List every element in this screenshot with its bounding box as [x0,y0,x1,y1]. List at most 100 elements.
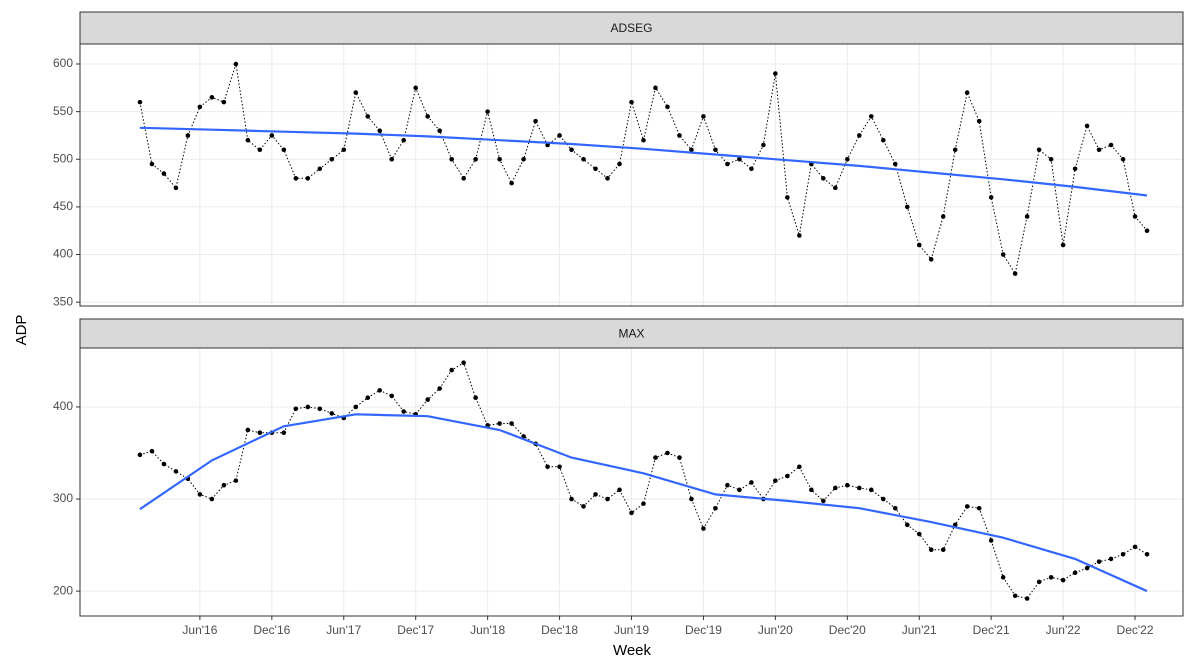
data-point [988,195,994,200]
data-point [317,166,323,172]
data-point [389,393,395,399]
data-point [449,156,454,162]
data-point [257,430,263,436]
data-point [365,395,371,401]
data-point [497,421,502,426]
data-point [305,176,311,181]
data-point [701,526,706,531]
data-point [461,360,466,366]
data-point [233,478,239,483]
data-point [677,455,682,460]
data-point [329,411,335,416]
data-point [377,128,383,133]
data-point [1084,565,1090,571]
x-tick-label: Jun'19 [614,623,649,637]
y-tick-label: 200 [53,583,73,597]
data-point [845,156,850,162]
data-point [797,464,802,470]
data-point [653,85,658,91]
x-tick-label: Dec'22 [1117,623,1154,637]
x-tick-label: Dec'20 [829,623,866,637]
x-tick-label: Jun'20 [758,623,793,637]
data-point [473,395,478,401]
strip-label: MAX [618,327,644,341]
data-point [557,464,562,470]
data-point [868,487,874,493]
data-point [773,71,778,76]
data-point [1132,544,1138,550]
data-point [233,61,239,67]
data-point [305,404,311,410]
data-point [509,180,514,186]
data-point [557,133,562,138]
data-point [461,176,466,181]
data-point [509,421,514,426]
data-point [581,504,586,509]
data-point [665,450,670,456]
data-point [221,99,227,105]
data-point [737,156,742,162]
data-point [281,430,287,436]
data-point [1144,228,1150,234]
data-point [653,455,658,460]
data-point [629,510,634,516]
data-point [401,137,407,143]
x-axis-title: Week [613,642,652,659]
data-point [245,137,251,143]
data-point [1048,156,1054,162]
data-point [1048,575,1054,580]
data-point [329,156,335,162]
data-point [629,99,634,105]
data-point [245,427,251,433]
data-point [725,482,730,488]
y-tick-label: 550 [53,104,73,118]
data-point [952,147,958,153]
data-point [737,487,742,493]
data-point [964,504,970,509]
data-point [761,142,766,148]
data-point [173,469,179,474]
data-point [173,185,179,191]
data-point [904,204,910,210]
data-point [197,104,203,110]
data-point [185,133,191,138]
data-point [293,176,299,181]
data-point [137,452,143,458]
data-point [1120,156,1126,162]
data-point [677,133,682,138]
data-point [1072,570,1078,576]
x-tick-label: Dec'19 [685,623,722,637]
data-point [1012,271,1018,276]
x-tick-label: Jun'21 [902,623,937,637]
data-point [365,114,371,119]
data-point [617,487,622,493]
data-point [725,161,730,167]
data-point [928,547,934,552]
data-point [641,137,646,143]
data-point [833,185,838,191]
data-point [1108,142,1114,148]
data-point [521,156,526,162]
data-point [904,522,910,528]
data-point [1072,166,1078,172]
data-point [1012,593,1018,599]
data-point [605,176,610,181]
data-point [593,492,598,497]
y-axis-title: ADP [13,315,30,346]
data-point [976,505,982,511]
x-tick-label: Jun'22 [1046,623,1081,637]
data-point [377,388,383,393]
data-point [809,487,814,493]
x-tick-label: Dec'18 [541,623,578,637]
x-tick-label: Dec'17 [397,623,434,637]
data-point [221,482,227,488]
data-point [425,114,430,119]
data-point [689,147,694,153]
data-point [1036,579,1042,585]
data-point [485,109,490,114]
strip [79,318,1184,349]
data-point [976,118,982,124]
data-point [880,137,886,143]
